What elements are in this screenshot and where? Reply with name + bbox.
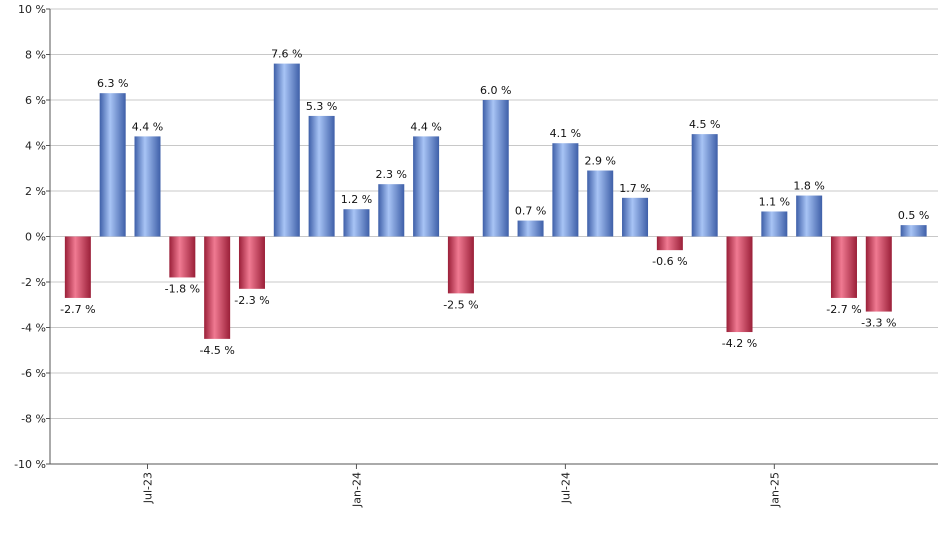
bar-value-label: -2.5 % <box>443 298 478 311</box>
negative-bar <box>656 236 683 251</box>
y-tick-label: -2 % <box>21 276 46 289</box>
bar-value-label: -1.8 % <box>165 282 200 295</box>
y-tick-label: -10 % <box>14 458 46 471</box>
x-tick-label: Jul-24 <box>559 472 572 504</box>
negative-bar <box>830 236 857 298</box>
positive-bar <box>622 197 649 237</box>
positive-bar <box>900 225 927 237</box>
positive-bar <box>134 136 161 237</box>
bar-value-label: 1.1 % <box>759 195 790 208</box>
bar-value-label: 1.7 % <box>619 182 650 195</box>
bar-value-label: 2.9 % <box>584 155 615 168</box>
positive-bar <box>691 134 718 237</box>
positive-bar <box>343 209 370 237</box>
x-tick-label: Jan-25 <box>768 472 781 508</box>
bar-value-label: 0.7 % <box>515 205 546 218</box>
bar-value-label: 6.0 % <box>480 84 511 97</box>
bar-series <box>64 63 927 339</box>
x-tick-label: Jan-24 <box>350 472 363 508</box>
bar-value-label: -3.3 % <box>861 317 896 330</box>
positive-bar <box>482 100 509 237</box>
data-labels: -2.7 % 6.3 % 4.4 % -1.8 % -4.5 % -2.3 % 7.6 % 5… <box>60 48 929 357</box>
bar-value-label: 5.3 % <box>306 100 337 113</box>
y-tick-label: 10 % <box>18 3 46 16</box>
positive-bar <box>413 136 440 237</box>
bar-value-label: -2.7 % <box>826 303 861 316</box>
positive-bar <box>273 63 300 237</box>
positive-bar <box>587 170 614 237</box>
positive-bar <box>796 195 823 237</box>
positive-bar <box>378 184 405 237</box>
positive-bar <box>308 115 335 237</box>
y-tick-label: 2 % <box>25 185 46 198</box>
y-tick-label: 8 % <box>25 49 46 62</box>
axes <box>49 9 938 465</box>
positive-bar <box>761 211 788 237</box>
y-tick-label: 6 % <box>25 94 46 107</box>
positive-bar <box>99 93 126 237</box>
positive-bar <box>552 143 579 237</box>
y-tick-label: 0 % <box>25 231 46 244</box>
negative-bar <box>64 236 91 298</box>
bar-value-label: 0.5 % <box>898 209 929 222</box>
bar-value-label: -2.3 % <box>234 294 269 307</box>
bar-value-label: 4.5 % <box>689 118 720 131</box>
y-axis-ticks: -10 % -8 % -6 % -4 % -2 % 0 % 2 % 4 % 6 % 8 % 10 % <box>14 3 50 471</box>
y-tick-label: -4 % <box>21 322 46 335</box>
negative-bar <box>447 236 474 294</box>
y-tick-label: -8 % <box>21 413 46 426</box>
x-tick-label: Jul-23 <box>142 472 155 504</box>
bar-value-label: -2.7 % <box>60 303 95 316</box>
bar-value-label: 6.3 % <box>97 77 128 90</box>
bar-value-label: 1.8 % <box>793 180 824 193</box>
y-tick-label: -6 % <box>21 367 46 380</box>
bar-value-label: 4.4 % <box>410 120 441 133</box>
bar-value-label: 7.6 % <box>271 48 302 61</box>
y-tick-label: 4 % <box>25 140 46 153</box>
bar-value-label: 2.3 % <box>376 168 407 181</box>
x-axis-ticks: Jul-23 Jan-24 Jul-24 Jan-25 <box>142 464 781 508</box>
positive-bar <box>517 220 544 237</box>
negative-bar <box>726 236 753 333</box>
negative-bar <box>238 236 265 289</box>
bar-value-label: -4.5 % <box>199 344 234 357</box>
bar-value-label: -4.2 % <box>722 337 757 350</box>
negative-bar <box>204 236 231 339</box>
bar-value-label: 1.2 % <box>341 193 372 206</box>
negative-bar <box>169 236 196 278</box>
bar-value-label: -0.6 % <box>652 255 687 268</box>
negative-bar <box>865 236 892 312</box>
bar-value-label: 4.4 % <box>132 120 163 133</box>
bar-value-label: 4.1 % <box>550 127 581 140</box>
